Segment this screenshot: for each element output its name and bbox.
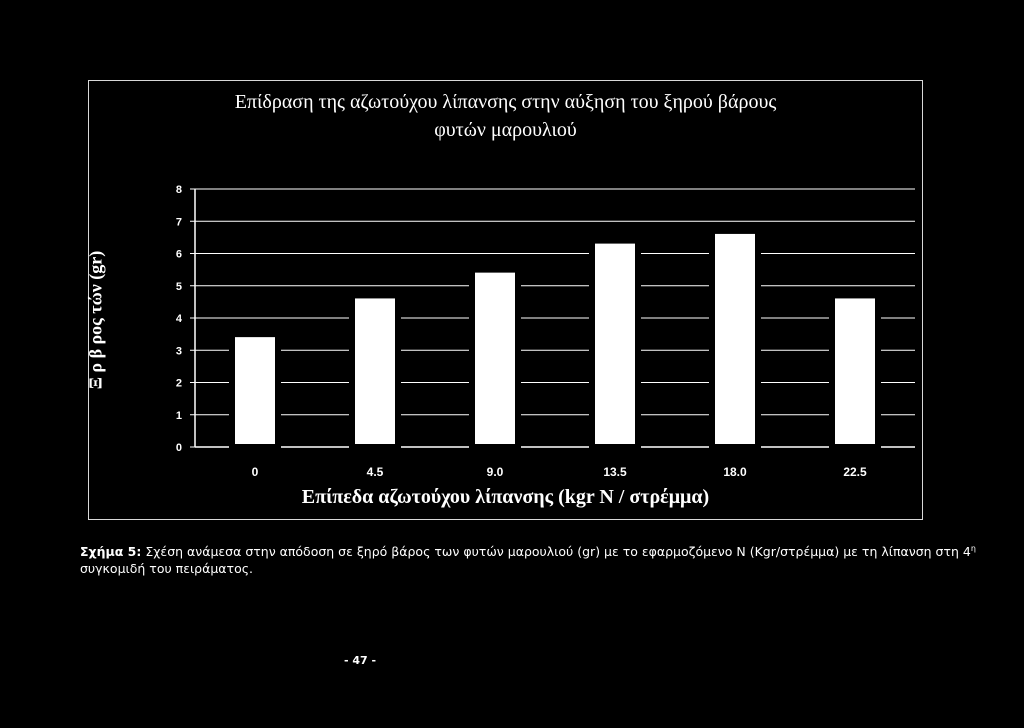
y-tick-label: 7 <box>176 216 182 228</box>
y-tick-label: 5 <box>176 281 182 293</box>
y-tick-label: 0 <box>176 442 182 454</box>
bar <box>229 331 281 450</box>
bar <box>829 292 881 450</box>
caption-superscript: η <box>970 544 976 553</box>
x-tick-label: 9.0 <box>487 465 504 479</box>
bar <box>709 227 761 450</box>
chart-title-line-2: φυτών μαρουλιού <box>434 119 577 141</box>
y-tick-label: 8 <box>176 184 182 196</box>
y-tick-label: 4 <box>176 313 183 325</box>
y-tick-label: 6 <box>176 249 182 261</box>
x-tick-label: 22.5 <box>843 465 867 479</box>
y-tick-label: 3 <box>176 345 182 357</box>
x-tick-label: 4.5 <box>367 465 384 479</box>
bar <box>469 266 521 450</box>
bar <box>349 292 401 450</box>
y-tick-label: 1 <box>176 410 182 422</box>
x-tick-label: 0 <box>252 465 259 479</box>
figure-caption: Σχήμα 5: Σχέση ανάμεσα στην απόδοση σε ξ… <box>80 540 1015 577</box>
page-number: - 47 - <box>343 654 377 667</box>
chart-frame <box>88 80 923 520</box>
caption-text: Σχέση ανάμεσα στην απόδοση σε ξηρό βάρος… <box>141 544 971 560</box>
caption-text-2: συγκομιδή του πειράματος. <box>80 561 254 577</box>
x-axis-label: Επίπεδα αζωτούχου λίπανσης (kgr N / στρέ… <box>301 486 710 508</box>
caption-label: Σχήμα 5: <box>80 544 142 560</box>
x-tick-label: 18.0 <box>723 465 747 479</box>
chart-title: Επίδραση της αζωτούχου λίπανσης στην αύξ… <box>88 88 923 144</box>
chart-title-line-1: Επίδραση της αζωτούχου λίπανσης στην αύξ… <box>234 91 777 113</box>
x-tick-label: 13.5 <box>603 465 627 479</box>
y-tick-label: 2 <box>176 378 182 390</box>
bar <box>589 237 641 450</box>
